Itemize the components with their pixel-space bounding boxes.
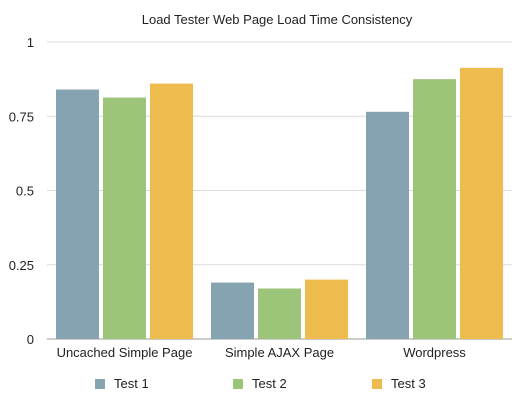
chart-title: Load Tester Web Page Load Time Consisten… [142,12,413,27]
x-axis-labels: Uncached Simple Page Simple AJAX Page Word… [57,345,467,360]
bar-test-3 [150,83,193,339]
bar-test-3 [305,279,348,339]
bar-test-1 [366,111,409,339]
bar-test-2 [258,288,301,339]
bar-test-2 [103,97,146,339]
bars [56,67,503,340]
bar-test-1 [211,282,254,339]
legend-label: Test 1 [114,376,149,391]
bar-test-3 [460,67,503,340]
y-tick-label: 1 [27,35,34,50]
legend-label: Test 2 [252,376,287,391]
legend-label: Test 3 [391,376,426,391]
legend: Test 1 Test 2 Test 3 [95,376,426,391]
bar-test-2 [413,79,456,339]
y-tick-label: 0.75 [9,109,34,124]
y-axis-ticks: 0 0.25 0.5 0.75 1 [9,35,34,347]
legend-swatch [95,379,105,389]
y-tick-label: 0.25 [9,258,34,273]
x-category-label: Uncached Simple Page [57,345,193,360]
legend-swatch [233,379,243,389]
x-category-label: Wordpress [403,345,466,360]
x-category-label: Simple AJAX Page [225,345,334,360]
y-tick-label: 0 [27,332,34,347]
legend-swatch [372,379,382,389]
y-tick-label: 0.5 [16,184,34,199]
bar-test-1 [56,89,99,340]
